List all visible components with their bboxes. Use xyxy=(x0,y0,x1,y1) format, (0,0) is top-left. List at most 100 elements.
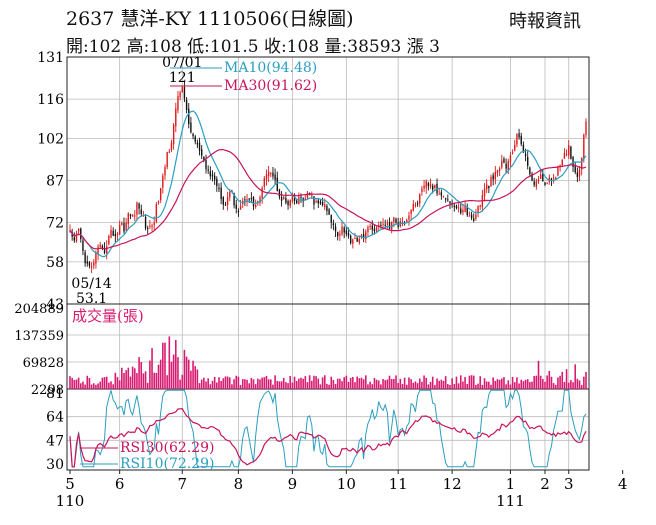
volume-bar xyxy=(429,381,432,389)
volume-bar xyxy=(196,369,199,389)
candle-body xyxy=(339,233,341,236)
volume-bar xyxy=(436,378,438,389)
volume-bar xyxy=(185,356,188,389)
candle-body xyxy=(168,151,171,153)
candle-body xyxy=(466,206,468,216)
volume-bar xyxy=(282,377,285,389)
volume-bar xyxy=(218,377,220,389)
volume-bar xyxy=(291,382,294,389)
volume-bar xyxy=(345,375,348,389)
volume-bar xyxy=(317,378,320,389)
candle-body xyxy=(155,203,158,222)
volume-bar xyxy=(97,383,99,389)
volume-bar xyxy=(544,381,546,389)
candle-body xyxy=(151,225,153,228)
volume-bar xyxy=(356,376,358,389)
volume-bar xyxy=(580,385,583,389)
candle-body xyxy=(401,221,404,223)
volume-bar xyxy=(269,379,272,389)
candle-body xyxy=(162,175,164,188)
candle-body xyxy=(442,196,445,198)
candle-body xyxy=(362,233,365,239)
volume-bar xyxy=(257,378,259,389)
volume-bar xyxy=(498,379,501,389)
candle-body xyxy=(190,122,192,133)
price-tick-label: 72 xyxy=(46,216,64,232)
volume-bar xyxy=(362,379,365,389)
volume-bar xyxy=(300,377,302,389)
volume-bar xyxy=(276,380,279,389)
volume-bar xyxy=(360,377,363,389)
candle-body xyxy=(140,209,142,215)
candle-body xyxy=(337,231,339,237)
volume-bar xyxy=(554,384,557,389)
volume-bar xyxy=(164,342,166,389)
volume-bar xyxy=(341,381,343,389)
candle-body xyxy=(319,201,322,204)
candle-body xyxy=(233,193,235,206)
volume-bar xyxy=(293,376,296,389)
volume-bar xyxy=(349,377,352,389)
volume-bar xyxy=(572,382,574,389)
candle-body xyxy=(550,178,553,180)
volume-bar xyxy=(321,377,324,389)
volume-title: 成交量(張) xyxy=(72,307,144,325)
volume-bar xyxy=(509,384,512,389)
candle-body xyxy=(429,184,432,187)
candle-body xyxy=(166,152,168,168)
candle-body xyxy=(175,108,177,127)
volume-bar xyxy=(483,378,486,389)
volume-bar xyxy=(520,379,523,389)
volume-bar xyxy=(131,366,134,389)
volume-bar xyxy=(280,381,283,389)
price-tick-label: 102 xyxy=(37,131,64,147)
candle-body xyxy=(444,198,447,200)
rsi10-line xyxy=(69,389,587,468)
volume-bar xyxy=(252,379,255,389)
x-year-label: 111 xyxy=(496,492,525,510)
volume-bar xyxy=(479,376,482,389)
volume-bar xyxy=(401,384,404,389)
candle-body xyxy=(419,194,421,204)
volume-bar xyxy=(542,379,544,389)
volume-bar xyxy=(440,379,443,389)
volume-bar xyxy=(177,357,179,389)
candle-body xyxy=(460,208,462,214)
candle-body xyxy=(395,218,397,223)
volume-bar xyxy=(82,381,84,389)
candle-body xyxy=(211,174,214,177)
volume-bar xyxy=(505,384,507,389)
candle-body xyxy=(423,185,425,189)
candle-body xyxy=(507,161,509,171)
volume-bar xyxy=(272,384,274,389)
candle-body xyxy=(244,199,246,201)
candle-body xyxy=(574,165,576,173)
volume-bar xyxy=(285,382,287,389)
volume-bar xyxy=(108,382,110,389)
candle-body xyxy=(226,197,229,206)
volume-bar xyxy=(166,375,168,389)
candle-body xyxy=(565,154,568,156)
candle-body xyxy=(80,228,82,240)
volume-bar xyxy=(442,380,445,389)
volume-bar xyxy=(92,383,95,389)
volume-bar xyxy=(142,373,145,389)
candle-body xyxy=(434,184,436,188)
candle-body xyxy=(492,175,494,180)
candle-body xyxy=(73,237,76,241)
candle-body xyxy=(537,179,540,182)
candle-body xyxy=(559,165,561,167)
candle-body xyxy=(464,205,466,212)
volume-bar xyxy=(140,362,143,389)
x-tick-label: 2 xyxy=(540,475,550,493)
volume-bar xyxy=(373,377,376,389)
candle-body xyxy=(324,204,326,208)
candle-body xyxy=(531,173,533,181)
volume-bar xyxy=(466,383,469,389)
volume-bar xyxy=(114,372,117,389)
candle-body xyxy=(159,188,162,201)
volume-bar xyxy=(529,382,531,389)
candle-body xyxy=(235,204,237,209)
volume-bar xyxy=(326,383,328,389)
